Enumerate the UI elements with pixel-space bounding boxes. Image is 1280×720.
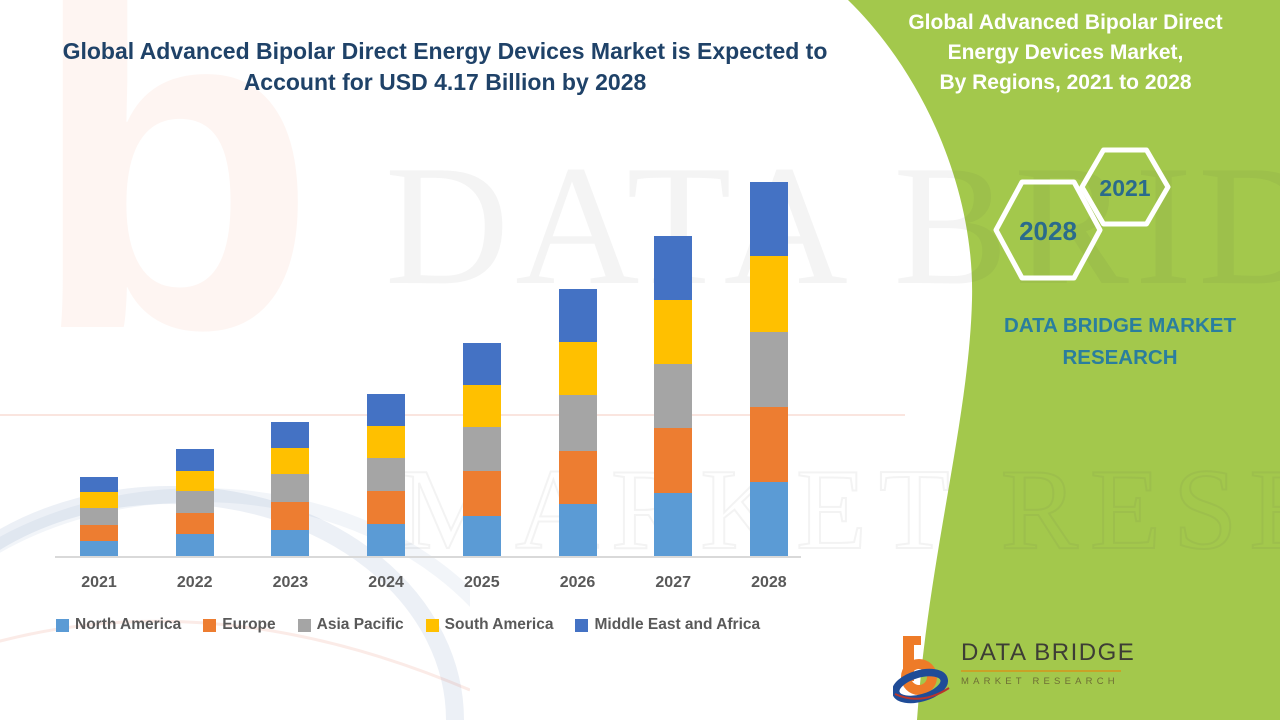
watermark-sub-text: MARKET RESEARCH bbox=[399, 446, 1280, 574]
page-title-line2: Account for USD 4.17 Billion by 2028 bbox=[243, 69, 647, 95]
stacked-bar-2023 bbox=[271, 421, 310, 556]
legend-item-europe: Europe bbox=[203, 616, 276, 634]
bar-segment-south-america bbox=[175, 470, 214, 492]
legend-swatch bbox=[425, 618, 439, 632]
bar-segment-europe bbox=[80, 524, 118, 541]
legend-swatch bbox=[575, 618, 589, 632]
legend-swatch bbox=[297, 618, 311, 632]
bar-segment-middle-east-and-africa bbox=[175, 449, 214, 471]
x-axis-label-2025: 2025 bbox=[464, 574, 500, 591]
x-axis-label-2027: 2027 bbox=[655, 574, 691, 591]
hexagon-2028 bbox=[993, 179, 1103, 281]
stacked-bar-2025 bbox=[462, 343, 501, 556]
bar-segment-asia-pacific bbox=[462, 426, 501, 471]
x-axis-label-2028: 2028 bbox=[751, 574, 787, 591]
bar-segment-north-america bbox=[749, 481, 788, 556]
bar-segment-europe bbox=[175, 512, 214, 535]
legend-item-middle-east-and-africa: Middle East and Africa bbox=[575, 616, 760, 634]
bar-segment-north-america bbox=[367, 523, 406, 556]
bar-segment-north-america bbox=[80, 540, 118, 556]
bar-segment-middle-east-and-africa bbox=[462, 343, 501, 385]
bar-segment-europe bbox=[654, 427, 693, 494]
legend-label: Europe bbox=[222, 616, 276, 633]
panel-brand-text: DATA BRIDGE MARKET RESEARCH bbox=[1004, 314, 1236, 369]
legend-label: South America bbox=[444, 616, 554, 633]
bar-segment-south-america bbox=[462, 384, 501, 427]
hexagon-2028-label: 2028 bbox=[1019, 216, 1077, 246]
bar-segment-north-america bbox=[462, 515, 501, 556]
chart-legend: North America Europe Asia Pacific South Ame… bbox=[56, 616, 760, 634]
bar-segment-europe bbox=[749, 407, 788, 482]
bar-segment-europe bbox=[271, 502, 310, 530]
data-bridge-logo-icon bbox=[893, 636, 950, 704]
stacked-bar-2021 bbox=[80, 477, 118, 556]
bar-segment-south-america bbox=[654, 299, 693, 365]
bar-segment-north-america bbox=[558, 503, 597, 556]
bar-segment-middle-east-and-africa bbox=[558, 288, 597, 342]
bar-segment-north-america bbox=[654, 493, 693, 556]
x-axis-label-2026: 2026 bbox=[559, 574, 596, 591]
bar-segment-north-america bbox=[175, 534, 214, 556]
watermark-logo-b: b bbox=[30, 0, 318, 427]
x-axis-labels: 2021 2022 2023 2024 2025 2026 2027 2028 bbox=[55, 574, 801, 596]
stacked-bar-2022 bbox=[175, 449, 214, 556]
x-axis-label-2021: 2021 bbox=[81, 574, 117, 591]
panel-title-line3: By Regions, 2021 to 2028 bbox=[939, 71, 1192, 94]
footer-logo: DATA BRIDGE MARKET RESEARCH bbox=[893, 630, 1135, 708]
bar-segment-asia-pacific bbox=[175, 491, 214, 513]
green-panel-shape bbox=[848, 0, 1280, 720]
bar-segment-middle-east-and-africa bbox=[367, 393, 406, 426]
watermark-accent-line bbox=[0, 414, 905, 416]
bar-segment-asia-pacific bbox=[271, 474, 310, 503]
bar-segment-europe bbox=[558, 451, 597, 504]
footer-logo-text: DATA BRIDGE MARKET RESEARCH bbox=[961, 630, 1135, 708]
page-title: Global Advanced Bipolar Direct Energy De… bbox=[50, 36, 840, 98]
legend-label: Asia Pacific bbox=[316, 616, 404, 633]
footer-rule bbox=[961, 670, 1121, 673]
bar-segment-middle-east-and-africa bbox=[749, 182, 788, 257]
bar-segment-south-america bbox=[367, 425, 406, 459]
bar-segment-asia-pacific bbox=[749, 331, 788, 408]
footer-sub: MARKET RESEARCH bbox=[961, 676, 1119, 688]
bar-segment-middle-east-and-africa bbox=[271, 421, 310, 448]
bar-segment-europe bbox=[462, 470, 501, 516]
panel-title: Global Advanced Bipolar Direct Energy De… bbox=[898, 8, 1233, 98]
x-axis-label-2023: 2023 bbox=[272, 574, 309, 591]
bar-segment-asia-pacific bbox=[367, 458, 406, 491]
stacked-bar-2024 bbox=[367, 393, 406, 556]
panel-title-line2: Energy Devices Market, bbox=[947, 41, 1184, 64]
legend-item-asia-pacific: Asia Pacific bbox=[297, 616, 404, 634]
stacked-bar-2026 bbox=[558, 288, 597, 556]
stacked-bar-2027 bbox=[654, 235, 693, 556]
bar-segment-south-america bbox=[558, 341, 597, 396]
bar-segment-south-america bbox=[749, 256, 788, 332]
bar-segment-asia-pacific bbox=[654, 364, 693, 428]
legend-swatch bbox=[56, 618, 69, 632]
hexagon-2021-label: 2021 bbox=[1099, 175, 1150, 201]
legend-label: North America bbox=[75, 616, 182, 633]
bar-segment-south-america bbox=[271, 447, 310, 475]
stacked-bar-2028 bbox=[749, 182, 788, 556]
footer-brand: DATA BRIDGE bbox=[961, 639, 1136, 666]
bar-segment-europe bbox=[367, 490, 406, 524]
bar-segment-asia-pacific bbox=[80, 508, 118, 525]
x-axis-label-2024: 2024 bbox=[368, 574, 404, 591]
legend-item-south-america: South America bbox=[425, 616, 554, 634]
bar-segment-middle-east-and-africa bbox=[80, 477, 118, 493]
bar-segment-north-america bbox=[271, 530, 310, 556]
panel-title-line1: Global Advanced Bipolar Direct bbox=[908, 11, 1223, 34]
bar-segment-asia-pacific bbox=[558, 395, 597, 452]
hexagon-2021 bbox=[1079, 147, 1171, 227]
legend-swatch bbox=[203, 618, 217, 632]
chart-plot-area bbox=[55, 168, 801, 558]
page-title-line1: Global Advanced Bipolar Direct Energy De… bbox=[62, 38, 828, 64]
legend-item-north-america: North America bbox=[56, 616, 181, 634]
bar-segment-south-america bbox=[80, 492, 118, 509]
hexagon-badges: 2021 2028 bbox=[993, 147, 1171, 281]
legend-label: Middle East and Africa bbox=[594, 616, 761, 633]
x-axis-label-2022: 2022 bbox=[176, 574, 213, 591]
bar-segment-middle-east-and-africa bbox=[654, 235, 693, 300]
